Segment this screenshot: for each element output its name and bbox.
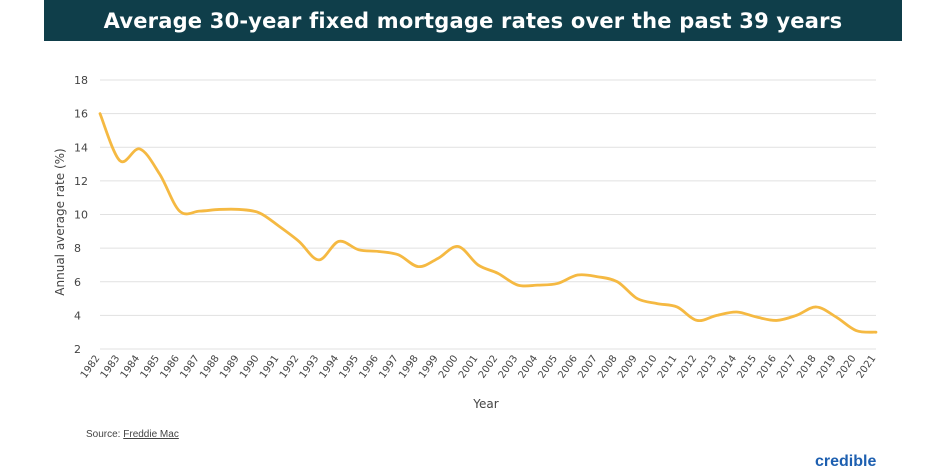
x-tick-label-2006: 2006 bbox=[556, 353, 580, 380]
x-tick-label-2020: 2020 bbox=[835, 353, 859, 380]
x-tick-label-2004: 2004 bbox=[517, 353, 541, 380]
x-tick-label-2000: 2000 bbox=[437, 353, 461, 380]
x-tick-label-1998: 1998 bbox=[397, 353, 421, 380]
source-label: Source: bbox=[86, 429, 121, 440]
chart-title: Average 30-year fixed mortgage rates ove… bbox=[103, 8, 843, 33]
y-tick-label-12: 12 bbox=[74, 175, 88, 188]
x-tick-label-1986: 1986 bbox=[158, 353, 182, 380]
x-tick-label-2011: 2011 bbox=[656, 353, 680, 380]
x-tick-label-1997: 1997 bbox=[377, 353, 401, 380]
x-axis-title: Year bbox=[472, 397, 498, 411]
brand-logo: credible bbox=[815, 453, 877, 470]
x-tick-label-1982: 1982 bbox=[79, 353, 103, 380]
x-tick-label-2016: 2016 bbox=[755, 353, 779, 380]
x-tick-label-1991: 1991 bbox=[258, 353, 282, 380]
y-axis-title: Annual average rate (%) bbox=[53, 148, 67, 295]
x-tick-label-1994: 1994 bbox=[318, 353, 342, 380]
source-note: Source: Freddie Mac bbox=[86, 429, 179, 440]
x-tick-label-1996: 1996 bbox=[357, 353, 381, 380]
chart-title-bar: Average 30-year fixed mortgage rates ove… bbox=[44, 0, 902, 41]
x-tick-label-1995: 1995 bbox=[338, 353, 362, 380]
x-tick-label-1983: 1983 bbox=[99, 353, 123, 380]
y-tick-label-14: 14 bbox=[74, 141, 88, 154]
x-tick-label-2009: 2009 bbox=[616, 353, 640, 380]
x-tick-label-2002: 2002 bbox=[477, 353, 501, 380]
x-tick-label-1993: 1993 bbox=[298, 353, 322, 380]
x-tick-label-1999: 1999 bbox=[417, 353, 441, 380]
series-line-rates bbox=[98, 112, 878, 334]
x-tick-label-2018: 2018 bbox=[795, 353, 819, 380]
x-tick-label-1984: 1984 bbox=[119, 353, 143, 380]
x-tick-label-2013: 2013 bbox=[696, 353, 720, 380]
y-tick-label-10: 10 bbox=[74, 209, 88, 222]
y-tick-label-6: 6 bbox=[74, 276, 81, 289]
x-tick-label-1987: 1987 bbox=[178, 353, 202, 380]
y-tick-label-4: 4 bbox=[74, 309, 81, 322]
x-tick-label-1990: 1990 bbox=[238, 353, 262, 380]
x-tick-label-2015: 2015 bbox=[735, 353, 759, 380]
x-tick-label-2014: 2014 bbox=[716, 353, 740, 380]
x-tick-label-2010: 2010 bbox=[636, 353, 660, 380]
y-tick-label-2: 2 bbox=[74, 343, 81, 356]
x-tick-label-2008: 2008 bbox=[596, 353, 620, 380]
x-tick-label-1992: 1992 bbox=[278, 353, 302, 380]
x-tick-label-2019: 2019 bbox=[815, 353, 839, 380]
x-tick-label-2007: 2007 bbox=[576, 353, 600, 380]
x-tick-label-1988: 1988 bbox=[198, 353, 222, 380]
y-tick-label-16: 16 bbox=[74, 108, 88, 121]
x-tick-label-2012: 2012 bbox=[676, 353, 700, 380]
x-tick-label-2005: 2005 bbox=[536, 353, 560, 380]
x-tick-label-1989: 1989 bbox=[218, 353, 242, 380]
x-tick-label-2003: 2003 bbox=[497, 353, 521, 380]
x-tick-label-2017: 2017 bbox=[775, 353, 799, 380]
x-tick-label-2001: 2001 bbox=[457, 353, 481, 380]
y-tick-label-18: 18 bbox=[74, 74, 88, 87]
source-link[interactable]: Freddie Mac bbox=[123, 429, 179, 440]
y-tick-label-8: 8 bbox=[74, 242, 81, 255]
x-tick-label-2021: 2021 bbox=[855, 353, 879, 380]
x-tick-label-1985: 1985 bbox=[139, 353, 163, 380]
